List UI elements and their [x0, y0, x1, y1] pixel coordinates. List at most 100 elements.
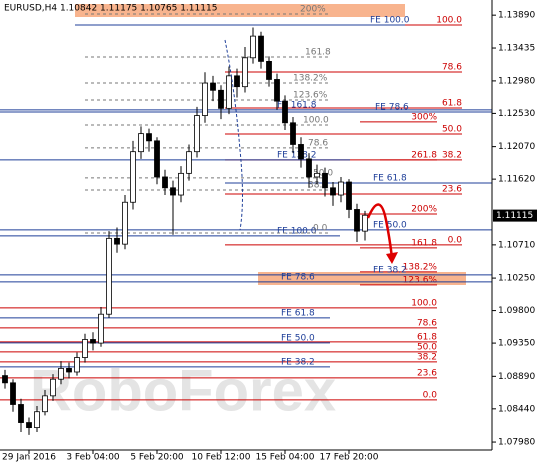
- candle-body: [306, 158, 312, 178]
- y-tick-label: 1.12070: [498, 142, 535, 152]
- candle-body: [338, 181, 344, 196]
- level-label: 161.8: [411, 238, 437, 248]
- x-tick-label: 10 Feb 12:00: [191, 453, 250, 463]
- candle-body: [146, 133, 152, 142]
- chart-title: EURUSD,H4 1.10842 1.11175 1.10765 1.1111…: [4, 4, 217, 14]
- y-tick-label: 1.09800: [498, 306, 535, 316]
- candle-body: [154, 140, 160, 178]
- projection: [224, 39, 243, 231]
- candle-body: [34, 411, 40, 429]
- level-label: 38.2: [442, 150, 462, 160]
- y-tick-label: 1.10710: [498, 240, 535, 250]
- candle-body: [10, 382, 16, 405]
- candle-body: [314, 172, 320, 178]
- level-label: FE 38.2: [281, 357, 315, 367]
- candle-body: [50, 378, 56, 397]
- candle-body: [194, 115, 200, 153]
- y-tick-label: 1.09350: [498, 339, 535, 349]
- level-label: 78.6: [417, 318, 437, 328]
- level-label: 100.0: [436, 15, 462, 25]
- candle-body: [202, 82, 208, 116]
- candle-body: [346, 181, 352, 210]
- level-label: 38.2: [308, 180, 328, 190]
- candle-body: [114, 237, 120, 245]
- level-label: FE 100.0: [277, 226, 317, 236]
- candle-body: [106, 237, 112, 315]
- candle-body: [322, 172, 328, 189]
- level-label: FE 78.6: [375, 102, 409, 112]
- level-label: 100.0: [303, 115, 329, 125]
- candle-body: [362, 214, 368, 232]
- level-label: FE 138.2: [277, 150, 317, 160]
- level-label: 100.0: [411, 298, 437, 308]
- candle-body: [258, 35, 264, 62]
- level-label: 61.8: [442, 98, 462, 108]
- level-label: FE 38.2: [373, 265, 407, 275]
- candle-body: [138, 133, 144, 153]
- candle-body: [130, 151, 136, 203]
- y-tick-label: 1.12980: [498, 76, 535, 86]
- x-tick-label: 17 Feb 20:00: [319, 453, 378, 463]
- candle-body: [282, 100, 288, 124]
- candle-body: [274, 79, 280, 102]
- candle-body: [42, 395, 48, 413]
- candle-body: [330, 187, 336, 196]
- level-label: 300%: [411, 112, 437, 122]
- level-label: 78.6: [308, 138, 328, 148]
- candle-body: [2, 375, 8, 384]
- candle-body: [298, 144, 304, 160]
- candle-body: [82, 339, 88, 358]
- candle-body: [66, 367, 72, 373]
- level-label: 138.2%: [293, 73, 328, 83]
- level-label: 38.2: [417, 352, 437, 362]
- level-label: 123.6%: [403, 275, 438, 285]
- level-label: FE 100.0: [370, 15, 410, 25]
- candle-body: [26, 422, 32, 429]
- level-label: 0.0: [448, 235, 463, 245]
- y-tick-label: 1.12530: [498, 109, 535, 119]
- candle-body: [98, 313, 104, 344]
- level-label: 50.0: [442, 124, 462, 134]
- level-label: 261.8: [411, 150, 437, 160]
- price-box: [493, 209, 537, 222]
- candle-body: [186, 151, 192, 174]
- level-label: 50.0: [417, 342, 437, 352]
- candle-body: [74, 357, 80, 373]
- candle-body: [218, 89, 224, 109]
- candle-body: [266, 60, 272, 80]
- y-tick-label: 1.08440: [498, 404, 535, 414]
- level-label: 23.6: [417, 368, 437, 378]
- candle-body: [226, 75, 232, 109]
- y-tick-label: 1.10250: [498, 274, 535, 284]
- forecast-arrow: [366, 203, 394, 259]
- y-tick-label: 1.07980: [498, 438, 535, 448]
- level-label: FE 61.8: [281, 308, 315, 318]
- candle-body: [90, 339, 96, 344]
- candle-body: [178, 172, 184, 196]
- level-label: FE 61.8: [373, 173, 407, 183]
- candle-body: [354, 209, 360, 232]
- candle-body: [210, 82, 216, 91]
- candle-body: [290, 122, 296, 145]
- candle-body: [242, 57, 248, 88]
- level-label: 23.6: [442, 184, 462, 194]
- candle-body: [122, 201, 128, 245]
- y-tick-label: 1.11620: [498, 175, 535, 185]
- level-label: 78.6: [442, 62, 462, 72]
- y-tick-label: 1.13435: [498, 44, 535, 54]
- level-label: 200%: [411, 204, 437, 214]
- level-label: FE 50.0: [281, 333, 315, 343]
- x-tick-label: 29 Jan 2016: [2, 453, 56, 463]
- x-tick-label: 15 Feb 04:00: [255, 453, 314, 463]
- x-tick-label: 3 Feb 04:00: [66, 453, 120, 463]
- level-label: 123.6%: [293, 90, 328, 100]
- watermark: RoboForex: [30, 358, 336, 423]
- candle-body: [170, 187, 176, 196]
- level-label: 0.0: [423, 390, 438, 400]
- candle-body: [250, 35, 256, 59]
- y-tick-label: 1.08890: [498, 372, 535, 382]
- level-label: 161.8: [305, 47, 331, 57]
- level-label: FE 50.0: [373, 220, 407, 230]
- candle-body: [234, 75, 240, 88]
